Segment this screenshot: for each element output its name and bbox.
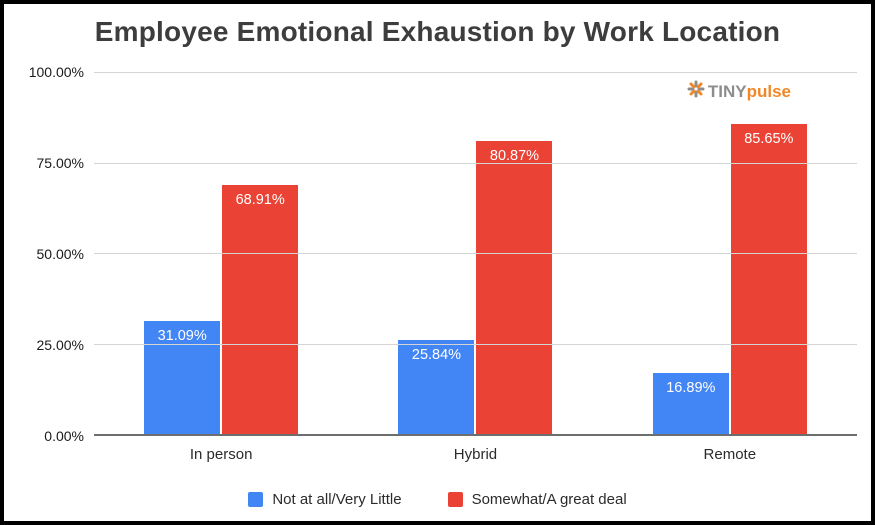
legend-item: Not at all/Very Little	[248, 491, 402, 508]
legend-item: Somewhat/A great deal	[447, 491, 627, 508]
gridline	[94, 72, 857, 73]
logo-text-orange: pulse	[746, 81, 791, 101]
y-tick-label: 100.00%	[28, 64, 84, 80]
bar-value-label: 25.84%	[411, 347, 462, 364]
bar-group-in-person: 31.09% 68.91%	[144, 72, 299, 434]
logo-text-gray: TINY	[707, 81, 747, 101]
y-tick-label: 75.00%	[36, 155, 84, 171]
gridline	[94, 343, 857, 345]
legend-label: Somewhat/A great deal	[471, 491, 627, 508]
legend-swatch	[447, 492, 463, 507]
gridline	[94, 162, 857, 164]
legend: Not at all/Very Little Somewhat/A great d…	[4, 491, 871, 508]
chart-title: Employee Emotional Exhaustion by Work Lo…	[94, 16, 781, 47]
chart-area: 100.00% 75.00% 50.00% 25.00% 0.00% 31.09% 68.…	[18, 64, 857, 444]
tinypulse-flower-icon	[687, 80, 705, 103]
bar-series-1: 16.89%	[652, 372, 729, 434]
bar-groups: 31.09% 68.91% 25.84% 80.87% 16.89% 85.65%	[94, 72, 857, 434]
y-tick-label: 50.00%	[36, 246, 84, 262]
bar-series-2: 80.87%	[476, 141, 553, 434]
gridline	[94, 253, 857, 254]
bar-series-2: 85.65%	[730, 123, 807, 434]
bar-group-hybrid: 25.84% 80.87%	[398, 72, 553, 434]
y-tick-label: 0.00%	[44, 428, 84, 444]
plot-area: 31.09% 68.91% 25.84% 80.87% 16.89% 85.65%	[94, 72, 857, 436]
bar-value-label: 80.87%	[489, 148, 540, 165]
x-category-label: In person	[189, 446, 253, 463]
tinypulse-logo: TINY pulse	[687, 80, 791, 103]
bar-series-1: 31.09%	[144, 321, 221, 434]
x-category-label: Hybrid	[453, 446, 498, 463]
legend-swatch	[248, 492, 264, 507]
bar-series-1: 25.84%	[398, 340, 475, 434]
x-axis-labels: In person Hybrid Remote	[94, 446, 857, 463]
bar-value-label: 16.89%	[666, 379, 716, 396]
y-tick-label: 25.00%	[36, 337, 84, 353]
x-category-label: Remote	[703, 446, 757, 463]
bar-value-label: 85.65%	[744, 130, 794, 147]
bar-value-label: 68.91%	[235, 191, 285, 208]
bar-value-label: 31.09%	[157, 328, 207, 345]
bar-group-remote: 16.89% 85.65%	[652, 72, 807, 434]
y-axis-labels: 100.00% 75.00% 50.00% 25.00% 0.00%	[18, 64, 94, 444]
legend-label: Not at all/Very Little	[272, 491, 402, 508]
bar-series-2: 68.91%	[222, 184, 299, 434]
